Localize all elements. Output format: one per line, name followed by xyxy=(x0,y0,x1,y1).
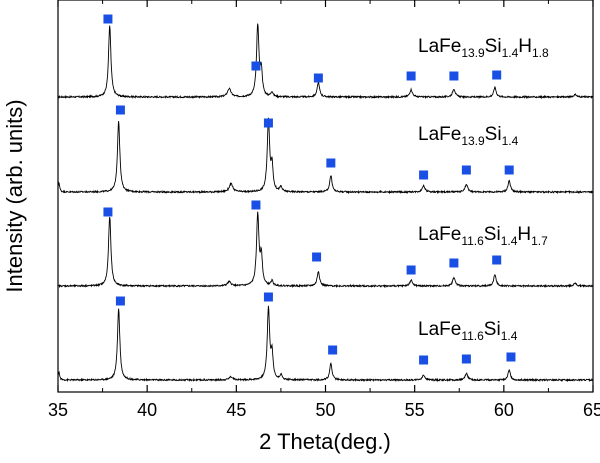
x-tick-label: 55 xyxy=(405,400,425,420)
x-axis-title: 2 Theta(deg.) xyxy=(259,429,391,454)
x-tick-label: 45 xyxy=(226,400,246,420)
peak-marker xyxy=(406,71,416,81)
series-line-3 xyxy=(57,211,594,289)
peak-marker xyxy=(263,292,273,302)
peak-marker xyxy=(461,165,471,175)
peak-marker xyxy=(449,258,459,268)
series-label-1: LaFe13.9Si1.4H1.8 xyxy=(418,36,549,60)
peak-marker xyxy=(504,165,514,175)
peak-marker xyxy=(506,352,516,362)
peak-marker xyxy=(115,105,125,115)
x-tick-label: 50 xyxy=(315,400,335,420)
series-label-4: LaFe11.6Si1.4 xyxy=(418,319,518,343)
peak-marker xyxy=(103,14,113,24)
peak-marker xyxy=(492,70,502,80)
peak-marker xyxy=(251,61,261,71)
peak-marker xyxy=(312,252,322,262)
series-label-3: LaFe11.6Si1.4H1.7 xyxy=(418,224,548,248)
x-tick-label: 60 xyxy=(494,400,514,420)
peak-marker xyxy=(115,296,125,306)
peak-marker xyxy=(419,355,429,365)
peak-marker xyxy=(326,158,336,168)
peak-marker xyxy=(313,73,323,83)
series-labels: LaFe13.9Si1.4H1.8 LaFe13.9Si1.4 LaFe11.6Si… xyxy=(418,36,549,343)
peak-marker xyxy=(328,345,338,355)
series-line-1 xyxy=(57,23,594,100)
series-line-4 xyxy=(57,305,594,383)
peak-markers xyxy=(103,14,516,365)
peak-marker xyxy=(251,200,261,210)
peak-marker xyxy=(103,207,113,217)
x-tick-label: 40 xyxy=(137,400,157,420)
x-tick-label: 65 xyxy=(583,400,600,420)
peak-marker xyxy=(263,118,273,128)
peak-marker xyxy=(406,265,416,275)
x-axis: 35 40 45 50 55 60 65 xyxy=(48,0,600,420)
y-axis-title: Intensity (arb. units) xyxy=(2,99,27,292)
peak-marker xyxy=(419,170,429,180)
series-label-2: LaFe13.9Si1.4 xyxy=(418,124,519,148)
x-tick-label: 35 xyxy=(48,400,68,420)
peak-marker xyxy=(461,354,471,364)
series-line-2 xyxy=(57,117,594,195)
series-traces xyxy=(57,23,594,383)
peak-marker xyxy=(449,71,459,81)
peak-marker xyxy=(492,255,502,265)
